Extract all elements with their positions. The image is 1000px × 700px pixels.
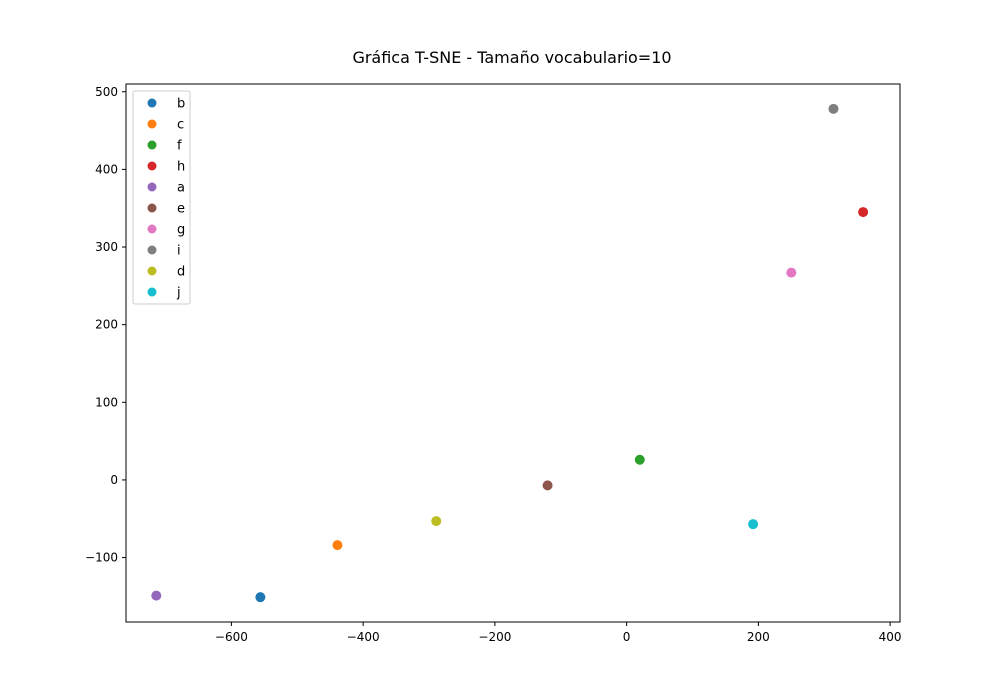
data-point-c <box>332 540 343 551</box>
legend-marker-d <box>147 266 157 276</box>
chart-title: Gráfica T-SNE - Tamaño vocabulario=10 <box>352 48 671 67</box>
data-point-b <box>255 592 266 603</box>
legend-label-i: i <box>177 244 181 259</box>
legend-label-a: a <box>177 181 185 196</box>
x-tick-label: 400 <box>879 630 902 644</box>
x-tick-label: −400 <box>347 630 380 644</box>
y-tick-label: 0 <box>110 473 118 487</box>
y-tick-label: 300 <box>95 240 118 254</box>
legend-label-g: g <box>177 223 185 238</box>
data-point-f <box>634 454 645 465</box>
legend-label-b: b <box>177 97 185 112</box>
legend-label-d: d <box>177 265 185 280</box>
x-tick-label: 0 <box>623 630 631 644</box>
data-point-e <box>542 480 553 491</box>
x-axis: −600 −400 −200 0 200 400 <box>215 622 902 644</box>
legend-marker-e <box>147 203 157 213</box>
y-tick-label: 400 <box>95 162 118 176</box>
legend-marker-b <box>147 98 157 108</box>
y-tick-label: 200 <box>95 318 118 332</box>
legend-marker-j <box>147 287 157 297</box>
y-tick-label: −100 <box>85 551 118 565</box>
plot-frame <box>125 83 901 623</box>
x-tick-label: −200 <box>478 630 511 644</box>
legend-label-e: e <box>177 202 185 217</box>
legend-frame <box>132 90 191 305</box>
legend-marker-h <box>147 161 157 171</box>
x-tick-label: −600 <box>215 630 248 644</box>
legend-label-c: c <box>177 118 184 133</box>
legend-marker-f <box>147 140 157 150</box>
legend-marker-c <box>147 119 157 129</box>
y-axis: −100 0 100 200 300 400 500 <box>85 85 126 565</box>
data-point-d <box>431 516 442 527</box>
y-tick-label: 100 <box>95 395 118 409</box>
legend-marker-i <box>147 245 157 255</box>
legend-marker-a <box>147 182 157 192</box>
legend-label-j: j <box>176 286 181 301</box>
legend-marker-g <box>147 224 157 234</box>
data-point-j <box>748 519 759 530</box>
data-point-h <box>858 207 869 218</box>
plot-area <box>125 83 901 623</box>
data-point-g <box>786 267 797 278</box>
data-point-a <box>151 590 162 601</box>
x-tick-label: 200 <box>747 630 770 644</box>
legend-label-f: f <box>177 139 182 154</box>
y-tick-label: 500 <box>95 85 118 99</box>
data-point-i <box>828 103 839 114</box>
legend-label-h: h <box>177 160 185 175</box>
points-layer <box>151 103 869 603</box>
